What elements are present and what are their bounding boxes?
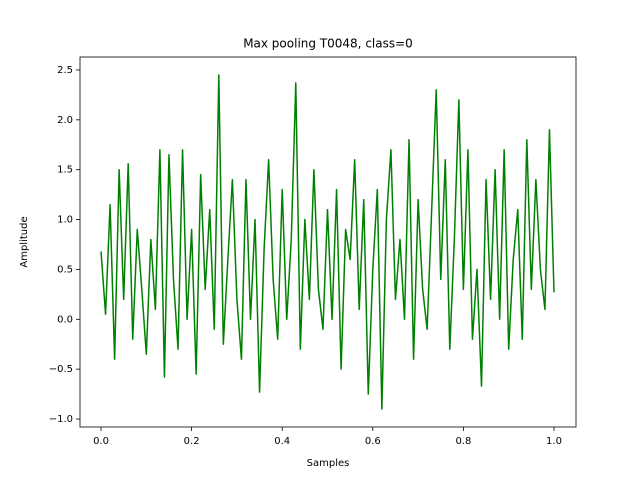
- x-tick-label: 0.2: [184, 436, 200, 447]
- y-tick-label: 0.0: [57, 314, 73, 325]
- y-tick-label: 0.5: [57, 264, 73, 275]
- y-axis-label: Amplitude: [19, 216, 30, 267]
- y-tick-label: 2.0: [57, 115, 73, 126]
- x-tick-label: 0.8: [455, 436, 471, 447]
- y-tick-label: −1.0: [49, 414, 73, 425]
- x-tick-label: 0.6: [365, 436, 381, 447]
- y-tick-label: 2.5: [57, 65, 73, 76]
- y-tick-label: 1.0: [57, 215, 73, 226]
- chart-title: Max pooling T0048, class=0: [243, 37, 413, 51]
- y-tick-label: −0.5: [49, 364, 73, 375]
- x-tick-label: 1.0: [546, 436, 562, 447]
- data-line: [100, 74, 555, 410]
- y-tick-label: 1.5: [57, 165, 73, 176]
- plot-frame: [79, 56, 577, 428]
- x-axis-label: Samples: [307, 458, 350, 469]
- x-tick-label: 0.4: [274, 436, 290, 447]
- x-tick-label: 0.0: [93, 436, 109, 447]
